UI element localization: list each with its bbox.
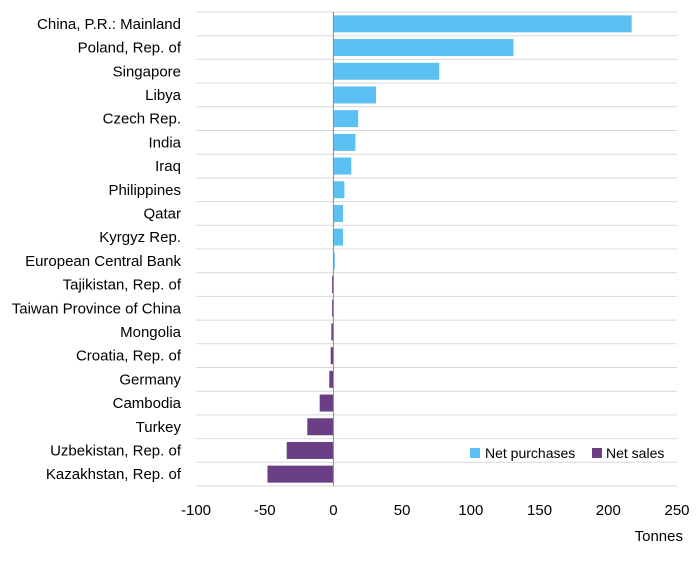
category-label: Croatia, Rep. of [76, 348, 182, 365]
category-label: Iraq [155, 158, 181, 175]
bar-13 [331, 323, 334, 341]
category-label: Philippines [108, 182, 181, 199]
legend-label-net-purchases: Net purchases [485, 445, 575, 461]
category-label: Taiwan Province of China [12, 300, 182, 317]
legend-label-net-sales: Net sales [606, 445, 664, 461]
bar-7 [333, 181, 345, 199]
bar-12 [332, 299, 334, 317]
x-tick-label: 250 [664, 502, 689, 519]
category-label: European Central Bank [25, 253, 181, 270]
category-label: Czech Rep. [103, 111, 181, 128]
category-label: Poland, Rep. of [78, 40, 182, 57]
bar-19 [267, 465, 334, 483]
x-tick-labels: -100 -50 0 50 100 150 200 250 [181, 502, 690, 519]
grid-layer [196, 11, 677, 487]
x-tick-label: 150 [527, 502, 552, 519]
bar-layer [267, 15, 632, 483]
legend-swatch-net-sales [592, 448, 602, 458]
x-tick-label: -50 [254, 502, 276, 519]
bar-16 [319, 394, 334, 412]
bar-3 [333, 86, 377, 104]
x-tick-label: -100 [181, 502, 211, 519]
x-tick-label: 100 [458, 502, 483, 519]
legend-swatch-net-purchases [470, 448, 480, 458]
category-label: Kyrgyz Rep. [99, 229, 181, 246]
bar-10 [333, 252, 335, 270]
x-axis-unit-label: Tonnes [635, 528, 683, 545]
bar-14 [330, 347, 334, 365]
bar-6 [333, 157, 352, 175]
bar-17 [307, 418, 334, 436]
category-label: Germany [119, 371, 181, 388]
bar-9 [333, 228, 344, 246]
bar-4 [333, 110, 359, 128]
category-label: Singapore [113, 63, 181, 80]
bar-18 [286, 441, 334, 459]
category-label: Tajikistan, Rep. of [63, 277, 182, 294]
category-label: Uzbekistan, Rep. of [50, 442, 182, 459]
category-label: Mongolia [120, 324, 182, 341]
x-tick-label: 200 [596, 502, 621, 519]
bar-5 [333, 133, 356, 151]
x-tick-label: 50 [394, 502, 411, 519]
bar-11 [332, 276, 334, 294]
category-label: Libya [145, 87, 182, 104]
category-label: Cambodia [113, 395, 182, 412]
category-label: Kazakhstan, Rep. of [46, 466, 182, 483]
bar-2 [333, 62, 440, 80]
category-labels: China, P.R.: Mainland Poland, Rep. of Sing… [12, 16, 182, 483]
bar-0 [333, 15, 632, 33]
legend: Net purchases Net sales [470, 445, 664, 461]
x-tick-label: 0 [329, 502, 337, 519]
category-label: Turkey [136, 419, 182, 436]
bar-15 [329, 370, 334, 388]
category-label: Qatar [143, 205, 181, 222]
bar-8 [333, 204, 344, 222]
category-label: India [148, 134, 181, 151]
bar-1 [333, 39, 514, 57]
category-label: China, P.R.: Mainland [37, 16, 181, 33]
